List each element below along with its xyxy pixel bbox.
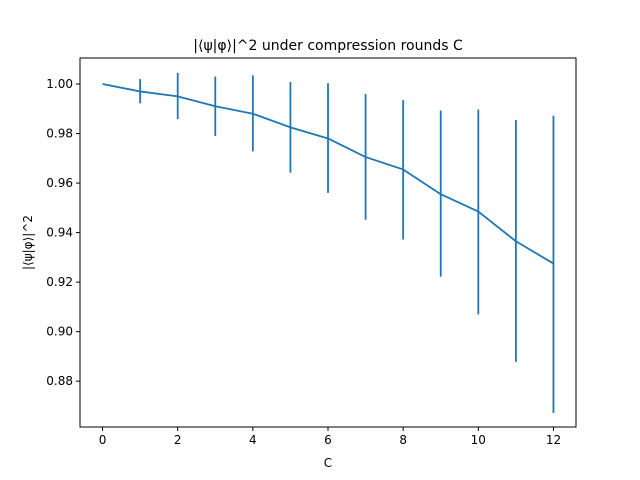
- x-tick-label: 2: [174, 433, 182, 447]
- x-tick-label: 10: [471, 433, 486, 447]
- y-tick-label: 0.98: [46, 127, 73, 141]
- chart-title: |⟨ψ|φ⟩|^2 under compression rounds C: [193, 38, 463, 54]
- x-tick-label: 12: [546, 433, 561, 447]
- y-tick-label: 0.96: [46, 176, 73, 190]
- y-tick-label: 0.92: [46, 275, 73, 289]
- series-line: [102, 83, 554, 265]
- marks: [102, 72, 555, 413]
- y-tick-label: 0.88: [46, 374, 73, 388]
- x-tick-label: 6: [324, 433, 332, 447]
- x-tick-label: 8: [399, 433, 407, 447]
- x-tick-label: 4: [249, 433, 257, 447]
- x-axis-label: C: [324, 456, 332, 470]
- y-tick-label: 1.00: [46, 77, 73, 91]
- y-axis-label: |⟨ψ|φ⟩|^2: [21, 215, 35, 270]
- x-tick-label: 0: [99, 433, 107, 447]
- y-tick-label: 0.90: [46, 325, 73, 339]
- axes: 0 2 4 6 8 10 12 0.88 0.90 0.92 0.94 0.96 0.98 1.00: [46, 57, 577, 447]
- y-tick-label: 0.94: [46, 226, 73, 240]
